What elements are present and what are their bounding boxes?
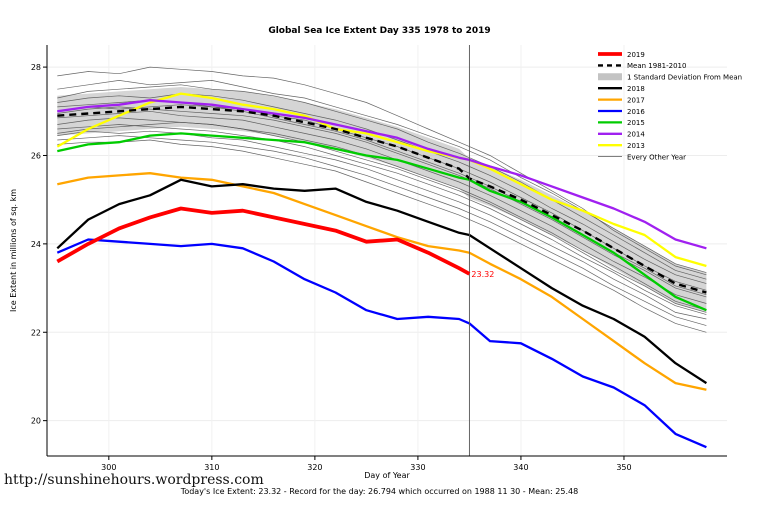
other-year-line bbox=[57, 139, 707, 333]
legend-label: 1 Standard Deviation From Mean bbox=[627, 74, 742, 82]
legend-label: Every Other Year bbox=[627, 153, 686, 161]
y-tick-label: 26 bbox=[31, 151, 41, 160]
other-year-line bbox=[57, 117, 707, 311]
caption-stats: Today's Ice Extent: 23.32 - Record for t… bbox=[180, 487, 579, 496]
other-year-line bbox=[57, 121, 707, 313]
y-tick-label: 28 bbox=[31, 63, 41, 72]
x-tick-label: 310 bbox=[204, 463, 219, 472]
y-tick-label: 22 bbox=[31, 328, 41, 337]
other-year-line bbox=[57, 84, 707, 280]
legend-label: 2016 bbox=[627, 108, 645, 116]
series-mean bbox=[57, 105, 707, 294]
legend-label: 2015 bbox=[627, 119, 645, 127]
series-2016 bbox=[56, 238, 707, 449]
x-tick-label: 340 bbox=[513, 463, 528, 472]
other-year-line bbox=[57, 124, 707, 315]
series-2017 bbox=[57, 172, 707, 391]
other-year-line bbox=[57, 93, 707, 284]
other-year-line bbox=[57, 80, 707, 273]
series-2015 bbox=[57, 132, 707, 312]
x-tick-label: 350 bbox=[616, 463, 631, 472]
legend-label: 2013 bbox=[627, 142, 645, 150]
legend-label: 2018 bbox=[627, 85, 645, 93]
other-year-line bbox=[57, 135, 707, 326]
series-2013 bbox=[56, 92, 707, 268]
legend-label: 2014 bbox=[627, 131, 645, 139]
chart-title: Global Sea Ice Extent Day 335 1978 to 20… bbox=[268, 26, 491, 36]
other-year-line bbox=[57, 130, 707, 320]
x-tick-label: 300 bbox=[101, 463, 116, 472]
y-tick-label: 20 bbox=[31, 417, 41, 426]
y-tick-label: 24 bbox=[31, 240, 41, 249]
other-year-line bbox=[57, 106, 707, 298]
current-extent-annotation: 23.32 bbox=[471, 270, 494, 279]
series-2014 bbox=[57, 99, 707, 250]
legend-label: 2017 bbox=[627, 96, 645, 104]
std-dev-band bbox=[57, 87, 707, 313]
y-axis-label: Ice Extent in millions of sq. km bbox=[9, 189, 18, 312]
x-axis-label: Day of Year bbox=[364, 471, 410, 480]
legend-label: Mean 1981-2010 bbox=[627, 62, 686, 70]
x-tick-label: 320 bbox=[307, 463, 322, 472]
footer-url: http://sunshinehours.wordpress.com bbox=[4, 472, 264, 488]
x-tick-label: 330 bbox=[410, 463, 425, 472]
series-2019 bbox=[56, 206, 471, 276]
legend-label: 2019 bbox=[627, 51, 645, 59]
series-2018 bbox=[56, 178, 708, 385]
